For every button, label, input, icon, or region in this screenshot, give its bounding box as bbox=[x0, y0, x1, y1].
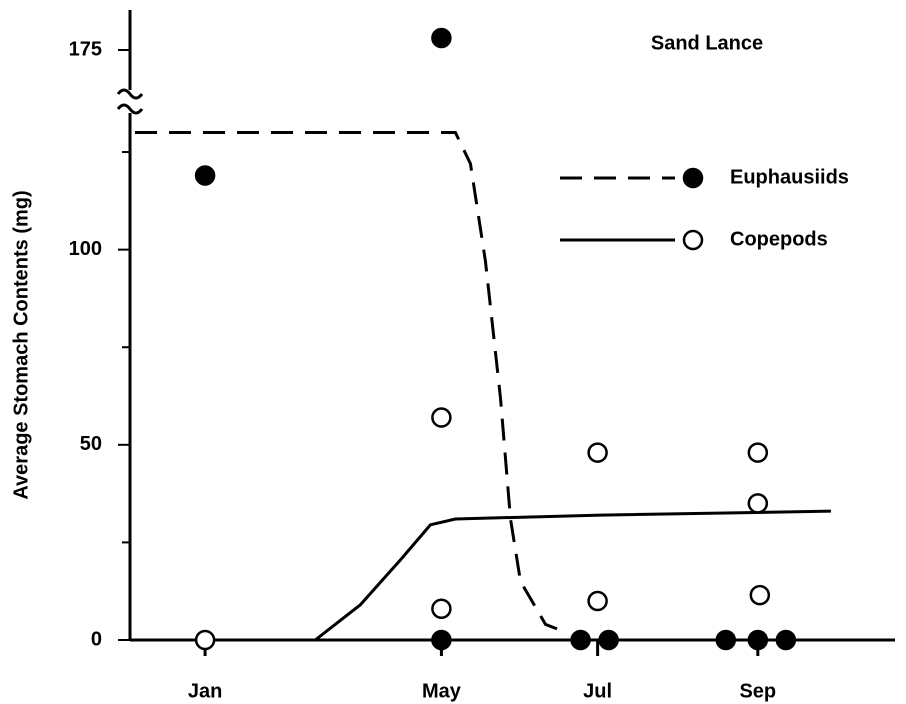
y-axis-label: Average Stomach Contents (mg) bbox=[10, 190, 32, 499]
y-tick-label: 100 bbox=[69, 238, 102, 260]
legend-marker bbox=[682, 229, 704, 251]
point bbox=[715, 629, 737, 651]
curve bbox=[135, 131, 567, 634]
point bbox=[747, 493, 769, 514]
point bbox=[749, 584, 771, 606]
x-tick-label: Sep bbox=[739, 680, 776, 702]
point bbox=[775, 629, 797, 651]
point bbox=[570, 629, 591, 651]
legend-label: Euphausiids bbox=[730, 166, 849, 188]
axis-break bbox=[116, 103, 144, 115]
point bbox=[194, 165, 216, 186]
x-tick-label: Jan bbox=[188, 680, 222, 702]
point bbox=[194, 629, 216, 651]
x-tick-label: May bbox=[422, 680, 462, 702]
curve bbox=[314, 509, 831, 642]
legend-marker bbox=[682, 167, 704, 189]
point bbox=[431, 629, 452, 651]
axis-break bbox=[116, 88, 144, 100]
point bbox=[747, 442, 769, 463]
point bbox=[431, 598, 452, 620]
point bbox=[747, 629, 769, 651]
y-tick-label: 50 bbox=[80, 433, 102, 455]
legend-label: Copepods bbox=[730, 228, 828, 250]
x-tick-label: Jul bbox=[583, 680, 612, 702]
point bbox=[587, 590, 608, 612]
point bbox=[431, 407, 452, 428]
point bbox=[431, 27, 452, 49]
y-tick-label: 0 bbox=[91, 628, 102, 650]
point bbox=[598, 629, 619, 651]
chart-title: Sand Lance bbox=[651, 32, 763, 54]
y-tick-label: 175 bbox=[69, 38, 102, 60]
point bbox=[587, 442, 608, 463]
